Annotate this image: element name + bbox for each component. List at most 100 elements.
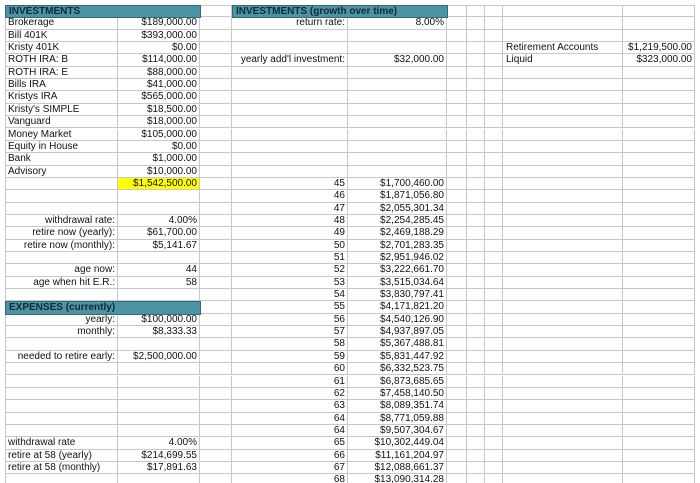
grid-cell xyxy=(232,42,348,55)
cell-text: yearly add'l investment: xyxy=(240,54,345,66)
grid-cell xyxy=(200,190,232,203)
grid-cell xyxy=(232,350,348,364)
grid-cell xyxy=(467,66,485,80)
grid-cell xyxy=(467,17,485,30)
grid-cell xyxy=(118,437,200,450)
grid-cell xyxy=(623,461,695,475)
grid-cell xyxy=(503,202,623,215)
cell-text: $0.00 xyxy=(171,42,197,54)
grid-cell xyxy=(118,54,200,67)
grid-cell xyxy=(5,461,118,475)
cell-text: retire at 58 (monthly) xyxy=(8,461,101,473)
grid-cell xyxy=(232,66,348,80)
grid-cell xyxy=(348,29,447,43)
cell-text: $2,500,000.00 xyxy=(133,350,197,362)
grid-cell xyxy=(467,437,485,450)
grid-cell xyxy=(200,424,232,438)
grid-cell xyxy=(485,350,503,364)
grid-cell xyxy=(232,437,348,450)
grid-cell xyxy=(5,252,118,265)
grid-cell xyxy=(447,375,467,388)
grid-cell xyxy=(232,338,348,351)
cell-text: 59 xyxy=(333,350,345,362)
cell-text: $8,771,059.88 xyxy=(380,412,444,424)
cell-text: Bills IRA xyxy=(8,79,46,91)
grid-cell xyxy=(200,153,232,166)
grid-cell xyxy=(118,79,200,92)
grid-cell xyxy=(118,66,200,80)
grid-cell xyxy=(348,276,447,290)
cell-text: Money Market xyxy=(8,128,72,140)
grid-cell xyxy=(485,214,503,228)
cell-text: ROTH IRA: B xyxy=(8,54,69,66)
grid-cell xyxy=(118,177,200,191)
grid-cell xyxy=(5,103,118,117)
cell-text: $393,000.00 xyxy=(141,29,197,41)
grid-cell xyxy=(200,165,232,178)
cell-text: 66 xyxy=(333,449,345,461)
grid-cell xyxy=(467,54,485,67)
grid-cell xyxy=(485,264,503,277)
cell-text: 46 xyxy=(333,190,345,202)
grid-cell xyxy=(447,202,467,215)
cell-text: $1,219,500.00 xyxy=(628,42,692,54)
grid-cell xyxy=(467,387,485,401)
grid-cell xyxy=(503,387,623,401)
cell-text: $565,000.00 xyxy=(141,91,197,103)
grid-cell xyxy=(447,116,467,129)
cell-text: $189,000.00 xyxy=(141,17,197,29)
grid-cell xyxy=(5,79,118,92)
grid-cell xyxy=(118,103,200,117)
section-header: INVESTMENTS xyxy=(5,5,201,19)
grid-cell xyxy=(348,301,447,314)
cell-text: $5,367,488.81 xyxy=(380,338,444,350)
grid-cell xyxy=(200,338,232,351)
grid-cell xyxy=(623,79,695,92)
grid-cell xyxy=(485,461,503,475)
cell-text: 58 xyxy=(333,338,345,350)
grid-cell xyxy=(467,177,485,191)
grid-cell xyxy=(467,412,485,425)
grid-cell xyxy=(447,42,467,55)
grid-cell xyxy=(118,202,200,215)
grid-cell xyxy=(623,214,695,228)
grid-cell xyxy=(5,91,118,104)
grid-cell xyxy=(503,252,623,265)
cell-text: $4,937,897.05 xyxy=(380,326,444,338)
grid-cell xyxy=(348,128,447,141)
grid-cell xyxy=(5,140,118,154)
grid-cell xyxy=(348,400,447,413)
grid-cell xyxy=(232,177,348,191)
cell-text: 61 xyxy=(333,375,345,387)
grid-cell xyxy=(623,474,695,483)
grid-cell xyxy=(118,449,200,462)
grid-cell xyxy=(623,177,695,191)
grid-cell xyxy=(232,227,348,240)
grid-cell xyxy=(348,66,447,80)
cell-text: 50 xyxy=(333,239,345,251)
grid-cell xyxy=(118,326,200,339)
grid-cell xyxy=(232,363,348,376)
grid-cell xyxy=(118,412,200,425)
grid-cell xyxy=(200,103,232,117)
grid-cell xyxy=(118,214,200,228)
grid-cell xyxy=(447,437,467,450)
grid-cell xyxy=(118,387,200,401)
grid-cell xyxy=(447,17,467,30)
grid-cell xyxy=(447,165,467,178)
grid-cell xyxy=(118,42,200,55)
grid-cell xyxy=(503,375,623,388)
cell-text: $2,254,285.45 xyxy=(380,214,444,226)
grid-cell xyxy=(447,412,467,425)
cell-text: Kristy's SIMPLE xyxy=(8,103,80,115)
grid-cell xyxy=(447,79,467,92)
grid-cell xyxy=(118,29,200,43)
grid-cell xyxy=(447,91,467,104)
cell-text: 57 xyxy=(333,326,345,338)
grid-cell xyxy=(232,289,348,302)
grid-cell xyxy=(118,128,200,141)
grid-cell xyxy=(118,190,200,203)
grid-cell xyxy=(447,214,467,228)
cell-text: monthly: xyxy=(77,326,115,338)
grid-cell xyxy=(232,461,348,475)
